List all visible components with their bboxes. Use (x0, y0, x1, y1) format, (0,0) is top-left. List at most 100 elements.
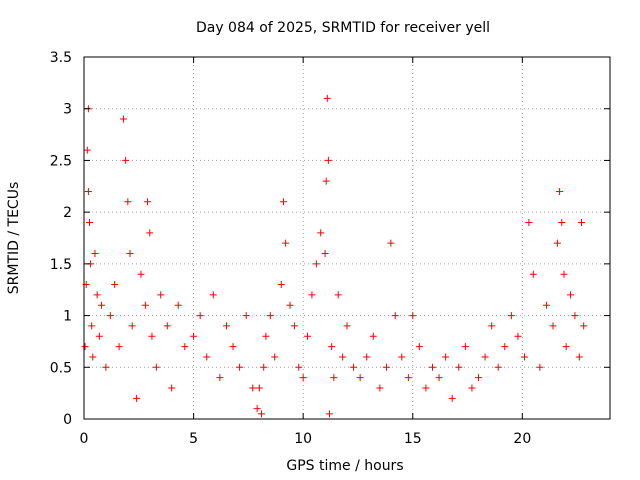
data-point (196, 312, 204, 320)
data-point (304, 332, 312, 340)
data-point (83, 146, 91, 154)
data-point (85, 218, 93, 226)
plot-frame (83, 56, 611, 420)
data-point (328, 343, 336, 351)
data-point (222, 322, 230, 330)
x-axis-label: GPS time / hours (286, 458, 403, 474)
data-point (369, 332, 377, 340)
data-point (571, 312, 579, 320)
y-tick-label: 1 (63, 309, 72, 325)
data-point (106, 312, 114, 320)
data-point (391, 312, 399, 320)
data-point (475, 374, 482, 382)
data-point (260, 363, 268, 371)
data-point (578, 218, 586, 226)
data-point (84, 187, 92, 195)
data-point (481, 353, 489, 361)
data-point (190, 332, 198, 340)
data-point (553, 239, 561, 247)
data-point (428, 363, 436, 371)
data-point (128, 322, 136, 330)
data-point (398, 353, 406, 361)
data-point (290, 322, 298, 330)
data-point (322, 177, 330, 185)
data-point (575, 353, 583, 361)
data-point (343, 322, 351, 330)
y-tick-label: 0.5 (50, 360, 72, 376)
data-point (93, 291, 101, 299)
data-point (282, 239, 290, 247)
y-tick-label: 1.5 (50, 257, 72, 273)
data-point (435, 374, 443, 382)
data-point (174, 301, 182, 309)
data-point (339, 353, 347, 361)
chart-title: Day 084 of 2025, SRMTID for receiver yel… (196, 20, 490, 36)
data-point (271, 353, 279, 361)
y-tick-label: 3 (63, 102, 72, 118)
data-point (325, 410, 333, 418)
data-point (152, 363, 160, 371)
data-point (277, 281, 285, 289)
data-point (258, 410, 266, 418)
data-point (242, 312, 250, 320)
data-point (88, 322, 96, 330)
data-point (562, 343, 570, 351)
data-point (494, 363, 502, 371)
data-point (536, 363, 544, 371)
data-point (560, 270, 568, 278)
data-point (415, 343, 423, 351)
data-point (95, 332, 103, 340)
data-point (308, 291, 316, 299)
data-point (461, 343, 469, 351)
data-point (556, 187, 564, 195)
data-point (137, 270, 145, 278)
data-point (488, 322, 496, 330)
data-point (286, 301, 294, 309)
data-point (91, 250, 99, 258)
data-point (209, 291, 217, 299)
data-point (448, 394, 456, 402)
data-point (525, 218, 533, 226)
y-tick-label: 2.5 (50, 153, 72, 169)
x-tick-label: 0 (80, 431, 89, 447)
data-point (279, 198, 287, 206)
data-point (580, 322, 588, 330)
data-point (253, 405, 261, 413)
data-point (124, 198, 132, 206)
data-point (455, 363, 463, 371)
data-point (468, 384, 476, 392)
data-point (115, 343, 123, 351)
data-point (514, 332, 522, 340)
data-point (111, 281, 119, 289)
data-point (409, 312, 417, 320)
y-axis-label: SRMTID / TECUs (6, 182, 22, 295)
data-point (255, 384, 263, 392)
data-point (521, 353, 529, 361)
data-point (163, 322, 171, 330)
y-tick-label: 2 (63, 205, 72, 221)
data-point (146, 229, 154, 237)
y-tick-label: 0 (63, 412, 72, 428)
data-point (323, 94, 331, 102)
data-point (266, 312, 274, 320)
data-point (422, 384, 430, 392)
data-point (141, 301, 149, 309)
data-point (387, 239, 395, 247)
data-point (81, 343, 89, 351)
data-points (81, 94, 588, 418)
x-tick-label: 15 (404, 431, 422, 447)
data-point (229, 343, 237, 351)
data-point (133, 394, 141, 402)
data-point (236, 363, 244, 371)
data-point (334, 291, 342, 299)
data-point (144, 198, 152, 206)
data-point (567, 291, 575, 299)
data-point (312, 260, 320, 268)
data-point (216, 374, 224, 382)
data-point (89, 353, 97, 361)
data-point (324, 156, 332, 164)
data-point (442, 353, 450, 361)
data-point (203, 353, 211, 361)
data-point (299, 374, 307, 382)
